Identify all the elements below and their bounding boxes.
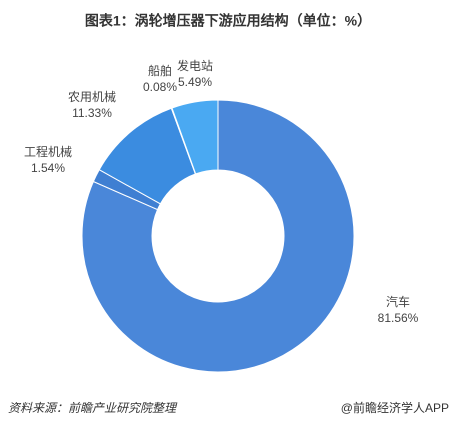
value-label: 0.08% (143, 80, 177, 94)
value-label: 11.33% (72, 106, 112, 120)
slice-label: 汽车 (386, 294, 410, 309)
chart-title: 图表1：涡轮增压器下游应用结构（单位：%） (85, 13, 371, 29)
source: 资料来源：前瞻产业研究院整理 (8, 401, 178, 415)
slice-label: 农用机械 (68, 89, 116, 104)
slice (81, 99, 355, 373)
value-label: 5.49% (178, 75, 212, 89)
footer: @前瞻经济学人APP (341, 400, 449, 415)
slice-label: 发电站 (177, 58, 213, 73)
value-label: 81.56% (378, 311, 419, 325)
slice-label: 工程机械 (24, 144, 72, 159)
slice (171, 99, 219, 175)
value-label: 1.54% (31, 161, 65, 175)
slice-label: 船舶 (148, 63, 172, 78)
